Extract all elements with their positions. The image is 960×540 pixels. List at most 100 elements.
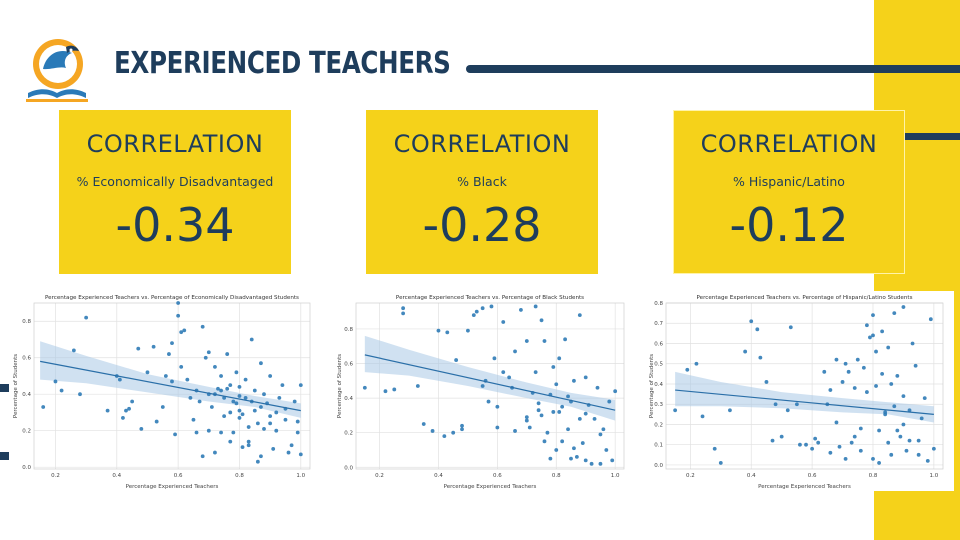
correlation-card-hispanic-latino: CORRELATION % Hispanic/Latino -0.12: [673, 110, 905, 274]
data-point: [268, 414, 273, 418]
data-point: [598, 461, 603, 466]
data-point: [871, 313, 875, 318]
data-point: [892, 311, 897, 316]
data-point: [191, 417, 196, 422]
y-tick-label: 0.5: [654, 362, 663, 368]
y-tick-label: 0.0: [344, 465, 353, 471]
page-title: EXPERIENCED TEACHERS: [114, 46, 451, 81]
x-tick-label: 0.8: [235, 473, 244, 479]
left-accent-tick: [0, 384, 9, 392]
data-point: [231, 399, 236, 404]
data-point: [673, 408, 678, 413]
left-accent-tick: [0, 452, 9, 460]
data-point: [773, 402, 778, 407]
data-point: [916, 452, 921, 457]
y-tick-label: 0.8: [22, 319, 31, 325]
data-point: [237, 408, 242, 413]
data-point: [834, 357, 839, 362]
data-point: [785, 408, 790, 413]
data-point: [430, 429, 435, 433]
data-point: [810, 446, 815, 451]
scatter-plot-svg: Percentage Experienced Teachers vs. Perc…: [649, 295, 944, 490]
data-point: [117, 377, 122, 382]
data-point: [222, 414, 227, 418]
data-point: [298, 383, 303, 387]
y-axis-label: Percentage of Students: [337, 354, 343, 418]
data-point: [170, 341, 174, 346]
data-point: [513, 429, 517, 433]
y-tick-label: 0.8: [654, 301, 663, 307]
data-point: [554, 448, 559, 452]
data-point: [574, 454, 579, 459]
data-point: [259, 361, 263, 366]
data-point: [292, 399, 297, 404]
scatter-plot-economically-disadvantaged: Percentage Experienced Teachers vs. Perc…: [10, 291, 320, 491]
x-tick-label: 0.4: [747, 473, 756, 479]
y-tick-label: 0.2: [344, 431, 353, 437]
chart-title: Percentage Experienced Teachers vs. Perc…: [696, 295, 912, 301]
data-point: [560, 439, 565, 444]
y-tick-label: 0.4: [344, 396, 353, 402]
data-point: [203, 355, 208, 360]
plot-frame: [33, 302, 311, 470]
data-point: [228, 439, 233, 444]
data-point: [277, 395, 282, 400]
data-point: [206, 350, 211, 355]
data-point: [492, 356, 497, 361]
data-point: [176, 301, 181, 305]
data-point: [598, 432, 603, 437]
data-point: [524, 418, 529, 423]
data-point: [206, 428, 211, 433]
data-point: [170, 379, 174, 384]
data-point: [471, 313, 476, 318]
data-point: [243, 395, 248, 400]
data-point: [160, 405, 165, 409]
data-point: [901, 305, 906, 309]
x-tick-label: 0.2: [51, 473, 60, 479]
chart-title: Percentage Experienced Teachers vs. Perc…: [396, 295, 584, 301]
data-point: [554, 382, 559, 387]
data-point: [219, 388, 223, 393]
data-point: [583, 375, 588, 380]
data-point: [572, 378, 576, 383]
data-point: [865, 323, 869, 328]
y-axis-label: Percentage of Students: [13, 354, 19, 418]
data-point: [557, 356, 562, 361]
data-point: [445, 330, 450, 335]
data-point: [837, 444, 842, 449]
data-point: [601, 427, 606, 432]
data-point: [542, 439, 547, 444]
data-point: [592, 416, 597, 421]
y-tick-label: 0.6: [22, 356, 31, 362]
data-point: [197, 399, 202, 404]
data-point: [262, 426, 266, 431]
x-tick-label: 0.2: [686, 473, 695, 479]
data-point: [213, 450, 217, 455]
data-point: [907, 408, 912, 413]
data-point: [167, 352, 171, 356]
card-subtitle: % Economically Disadvantaged: [76, 174, 274, 189]
data-point: [249, 337, 254, 342]
data-point: [580, 441, 585, 445]
data-point: [849, 440, 854, 445]
data-point: [151, 344, 156, 349]
data-point: [685, 367, 690, 372]
data-point: [895, 428, 900, 433]
data-point: [274, 428, 279, 433]
data-point: [268, 421, 273, 426]
data-point: [566, 394, 570, 399]
data-point: [589, 461, 594, 466]
card-label: CORRELATION: [86, 130, 264, 158]
data-point: [533, 304, 538, 309]
x-tick-label: 0.4: [434, 473, 443, 479]
data-point: [507, 375, 512, 380]
data-point: [858, 448, 863, 453]
data-point: [243, 377, 248, 382]
card-subtitle: % Black: [457, 174, 507, 189]
data-point: [124, 408, 128, 413]
plot-frame: [355, 302, 625, 470]
data-point: [852, 434, 857, 439]
y-axis-label: Percentage of Students: [649, 354, 655, 418]
data-point: [121, 416, 125, 420]
data-point: [480, 306, 485, 311]
